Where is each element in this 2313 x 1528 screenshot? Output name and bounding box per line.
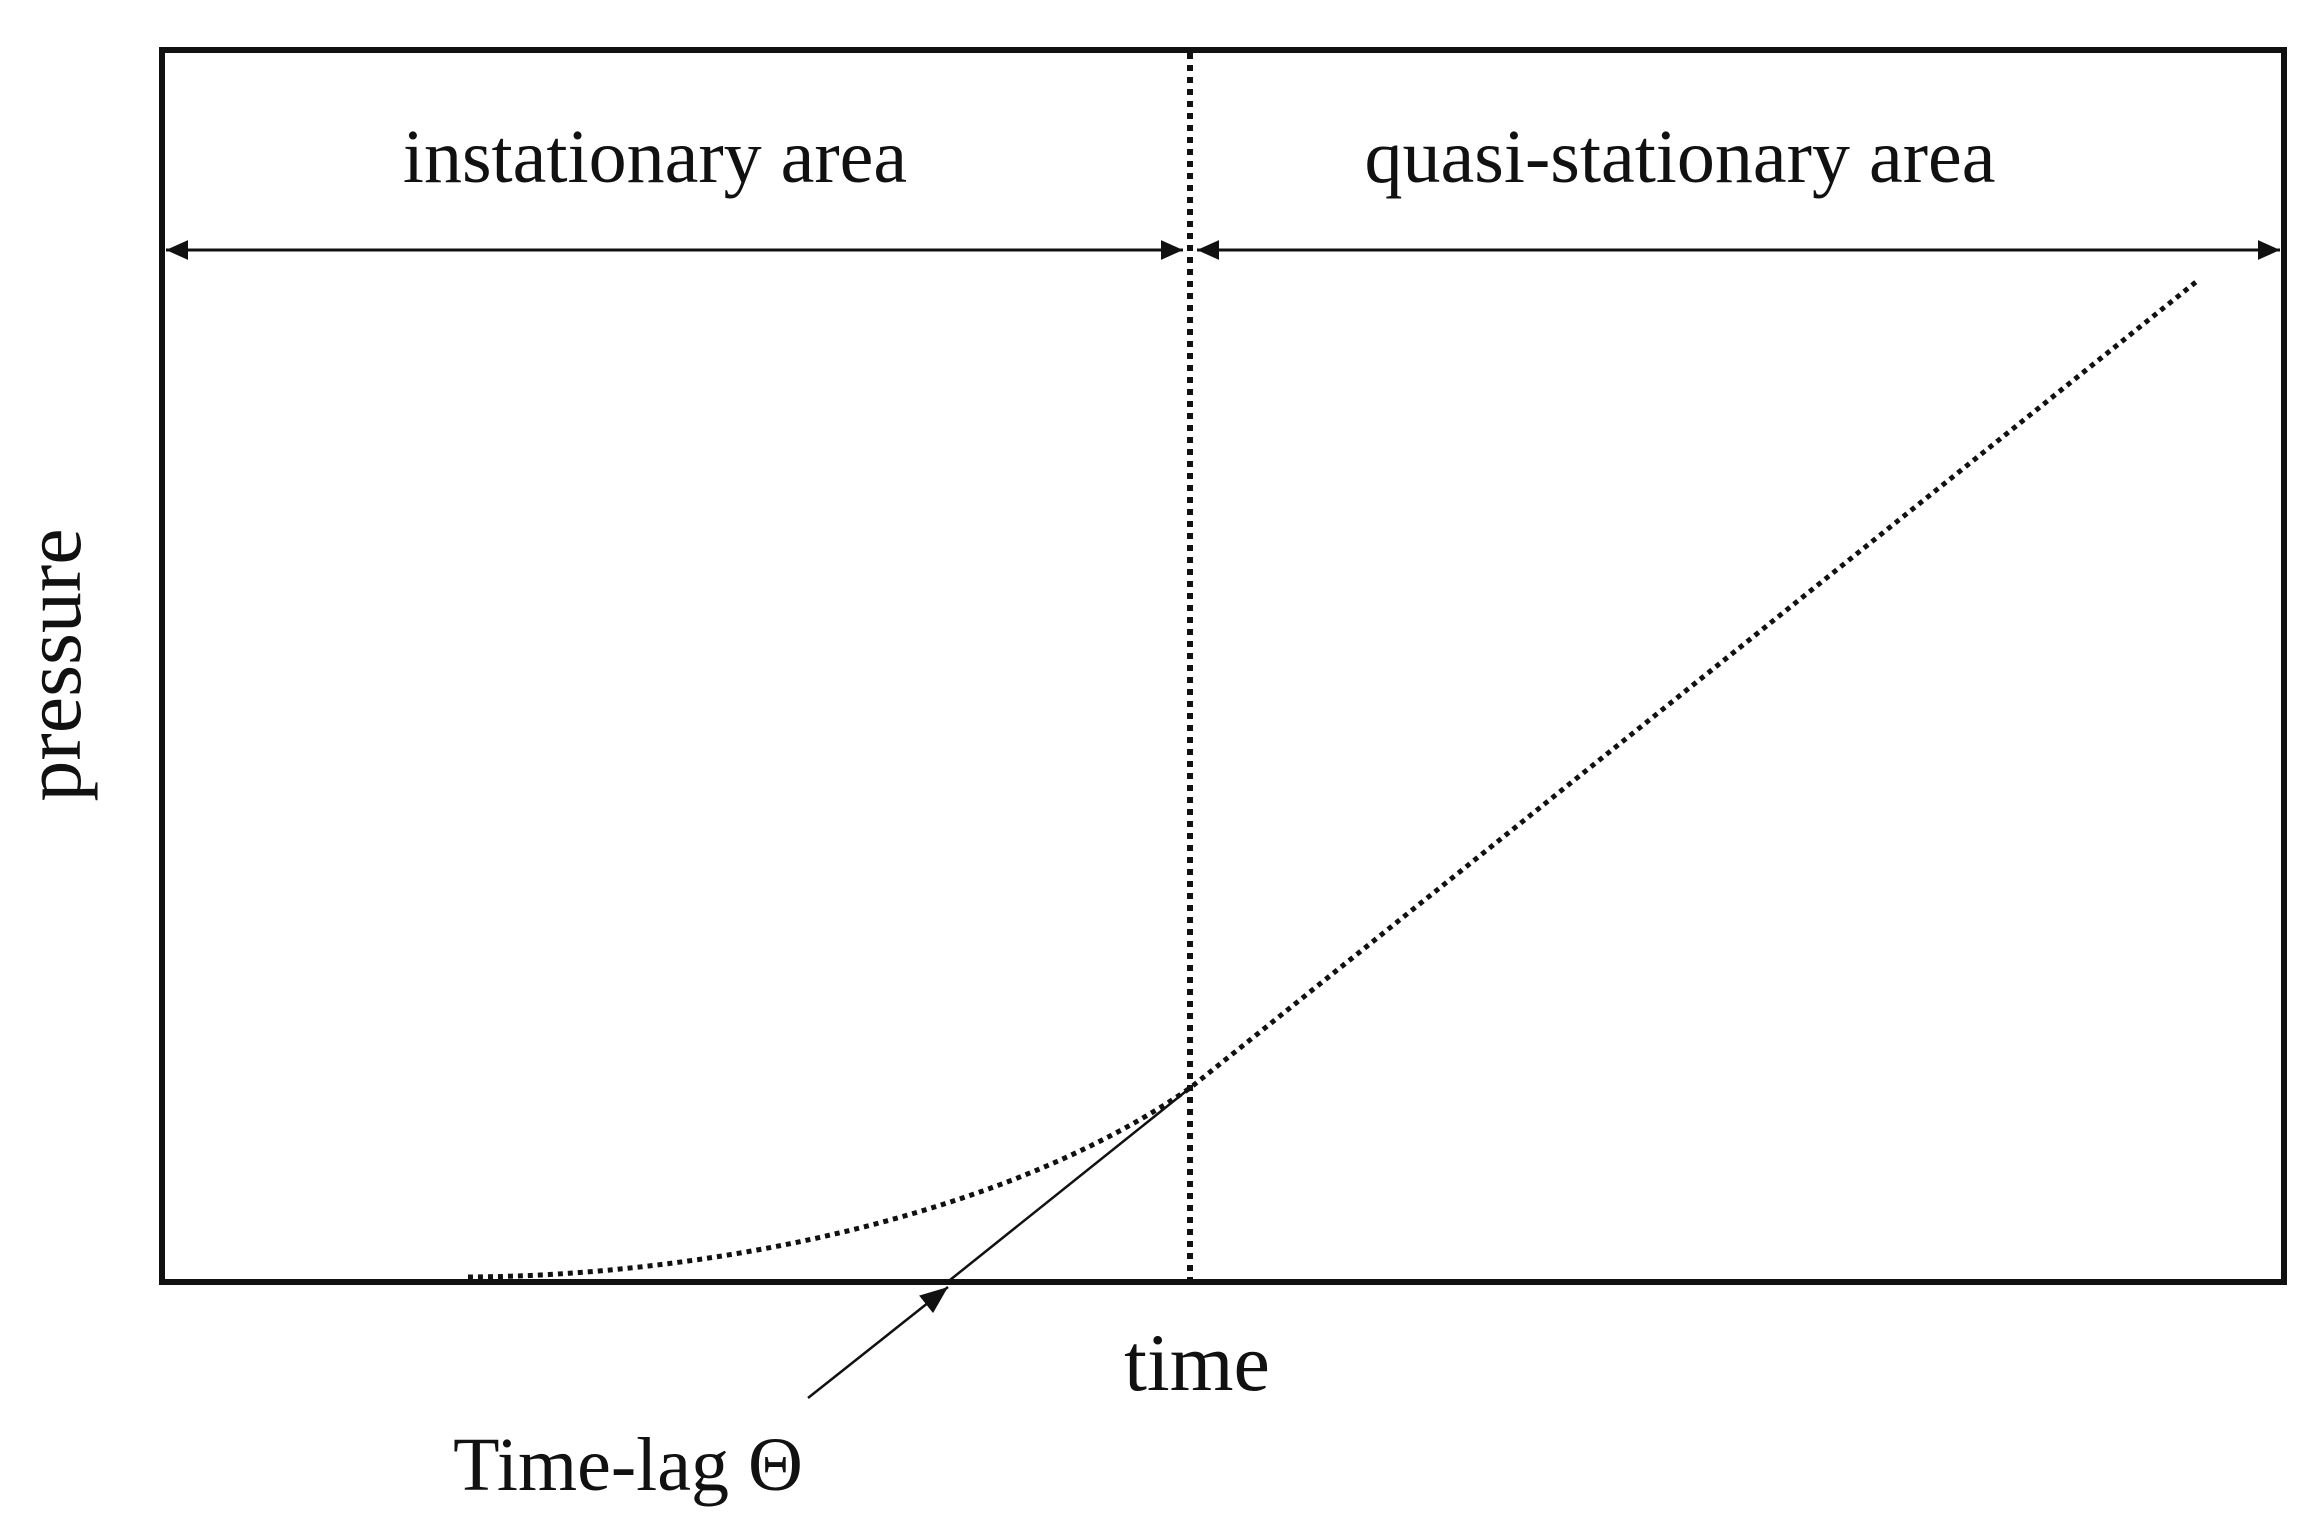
time-lag-annotation-label: Time-lag Θ (453, 1423, 803, 1507)
y-axis-label: pressure (7, 528, 98, 801)
instationary-area-label: instationary area (403, 115, 907, 199)
tangent-extrapolation-line (949, 1087, 1191, 1281)
x-axis-label: time (1124, 1317, 1270, 1408)
plot-frame (159, 47, 2287, 1285)
time-lag-pointer-arrow (807, 1286, 949, 1399)
quasi-stationary-area-label: quasi-stationary area (1365, 115, 1996, 199)
pressure-curve (467, 280, 2198, 1280)
